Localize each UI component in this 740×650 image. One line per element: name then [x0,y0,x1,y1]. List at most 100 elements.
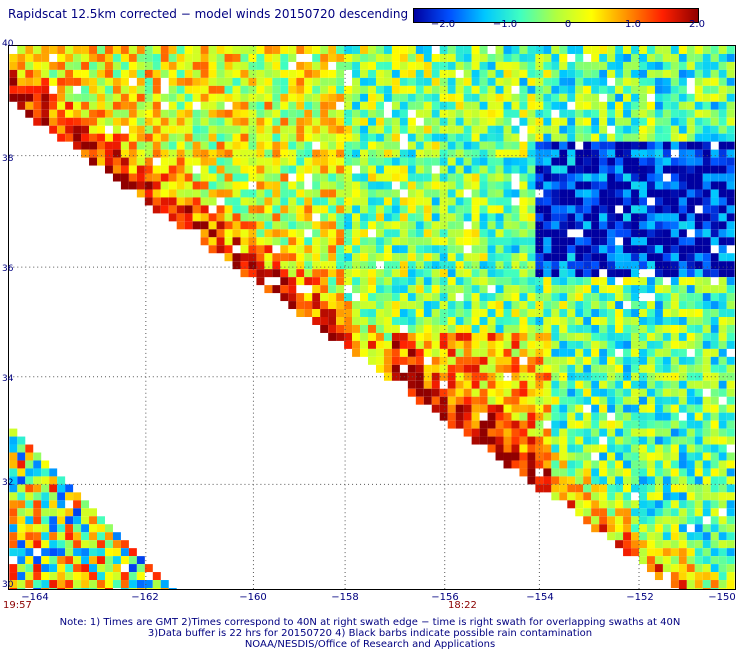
wind-cell [487,412,496,421]
wind-cell [383,157,392,166]
wind-cell [383,173,392,182]
wind-cell [670,332,679,341]
wind-cell [49,508,58,517]
wind-cell [216,61,225,70]
wind-cell [423,173,432,182]
wind-cell [559,221,568,230]
wind-cell [57,61,66,70]
wind-cell [567,356,576,365]
wind-cell [519,157,528,166]
wind-cell [248,165,257,174]
wind-cell [25,484,34,493]
wind-cell [415,253,424,262]
wind-cell [375,364,384,373]
wind-cell [280,53,289,62]
wind-cell [471,189,480,198]
wind-cell [710,117,719,126]
wind-cell [726,468,735,477]
wind-cell [407,301,416,310]
wind-cell [543,253,552,262]
wind-cell [479,436,488,445]
wind-cell [702,293,711,302]
wind-cell [104,141,113,150]
wind-cell [471,412,480,421]
wind-cell [375,181,384,190]
wind-cell [423,301,432,310]
wind-cell [176,197,185,206]
wind-cell [678,340,687,349]
wind-cell [694,229,703,238]
wind-cell [184,173,193,182]
wind-cell [591,277,600,286]
wind-cell [57,69,66,78]
wind-cell [176,173,185,182]
wind-cell [503,149,512,158]
wind-cell [599,388,608,397]
wind-cell [391,157,400,166]
wind-cell [256,253,265,262]
wind-cell [455,181,464,190]
wind-cell [152,101,161,110]
wind-cell [694,269,703,278]
wind-cell [49,492,58,501]
wind-cell [479,165,488,174]
wind-cell [710,428,719,437]
wind-cell [144,165,153,174]
wind-cell [447,253,456,262]
wind-cell [104,149,113,158]
wind-cell [678,173,687,182]
wind-cell [264,181,273,190]
wind-cell [591,524,600,533]
wind-cell [431,189,440,198]
wind-cell [543,85,552,94]
wind-cell [471,380,480,389]
wind-cell [662,285,671,294]
wind-cell [375,213,384,222]
wind-cell [694,348,703,357]
wind-cell [423,46,432,54]
wind-cell [352,46,361,54]
wind-cell [710,580,719,589]
wind-cell [718,556,727,565]
wind-cell [256,77,265,86]
wind-cell [559,117,568,126]
wind-cell [615,388,624,397]
wind-cell [336,293,345,302]
wind-cell [607,46,616,54]
wind-cell [519,277,528,286]
wind-cell [479,340,488,349]
wind-cell [375,340,384,349]
wind-cell [407,197,416,206]
wind-cell [200,165,209,174]
wind-cell [639,237,647,246]
wind-cell [511,317,520,325]
wind-cell [686,221,695,230]
wind-cell [527,452,536,461]
wind-cell [81,141,90,150]
wind-cell [383,237,392,246]
wind-cell [686,564,695,573]
wind-cell [519,77,528,86]
wind-cell [694,564,703,573]
wind-cell [415,157,424,166]
wind-cell [511,293,520,302]
wind-cell [575,245,584,254]
wind-cell [575,101,584,110]
wind-cell [662,524,671,533]
wind-cell [328,109,337,118]
wind-cell [607,332,616,341]
wind-cell [407,61,416,70]
wind-cell [551,229,560,238]
wind-cell [495,141,504,150]
wind-cell [527,364,536,373]
wind-cell [662,540,671,549]
wind-cell [25,85,34,94]
wind-cell [200,53,209,62]
wind-cell [320,69,329,78]
wind-cell [575,189,584,198]
wind-cell [65,556,74,565]
wind-cell [57,556,66,565]
wind-cell [383,213,392,222]
wind-cell [288,237,297,246]
wind-cell [654,500,663,509]
